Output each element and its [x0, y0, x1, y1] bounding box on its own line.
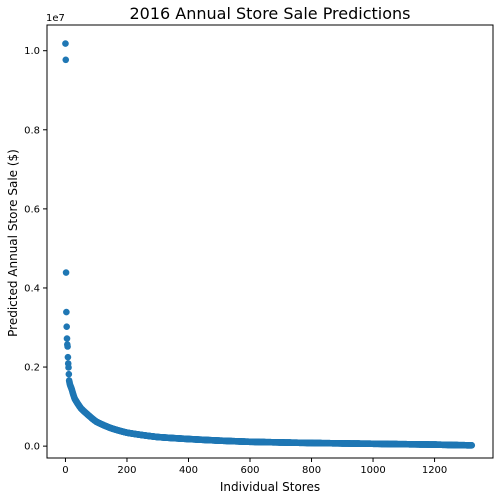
data-point	[62, 40, 69, 47]
y-tick-label: 0.4	[24, 283, 40, 294]
data-point	[64, 343, 71, 350]
data-point	[64, 353, 72, 361]
data-point	[62, 269, 70, 276]
plot-frame	[46, 24, 494, 459]
axis-ticks: 0 200 400 600 800 1000 1200 0.0 0.2 0.4 0.6 0.8 1.0	[24, 46, 447, 476]
y-tick-label: 1.0	[24, 46, 40, 57]
x-tick-label: 1200	[422, 465, 447, 476]
x-tick-label: 1000	[360, 465, 385, 476]
x-tick-label: 0	[62, 465, 68, 476]
y-tick-label: 0.6	[24, 204, 40, 215]
data-point	[62, 56, 70, 64]
data-point	[63, 308, 70, 316]
data-point	[63, 323, 70, 331]
x-axis-label: Individual Stores	[220, 480, 320, 494]
y-offset-label: 1e7	[46, 13, 65, 24]
x-tick-label: 200	[117, 465, 136, 476]
y-tick-label: 0.2	[24, 363, 40, 374]
y-tick-label: 0.0	[24, 442, 40, 453]
x-tick-label: 600	[240, 465, 259, 476]
y-tick-label: 0.8	[24, 125, 40, 136]
data-point	[65, 364, 72, 371]
data-point	[63, 335, 71, 342]
data-point	[468, 442, 476, 449]
y-axis-label: Predicted Annual Store Sale ($)	[6, 149, 20, 337]
chart-title: 2016 Annual Store Sale Predictions	[129, 4, 410, 23]
data-point	[65, 370, 73, 378]
x-tick-label: 400	[179, 465, 198, 476]
x-tick-label: 800	[302, 465, 321, 476]
data-points	[62, 40, 476, 449]
